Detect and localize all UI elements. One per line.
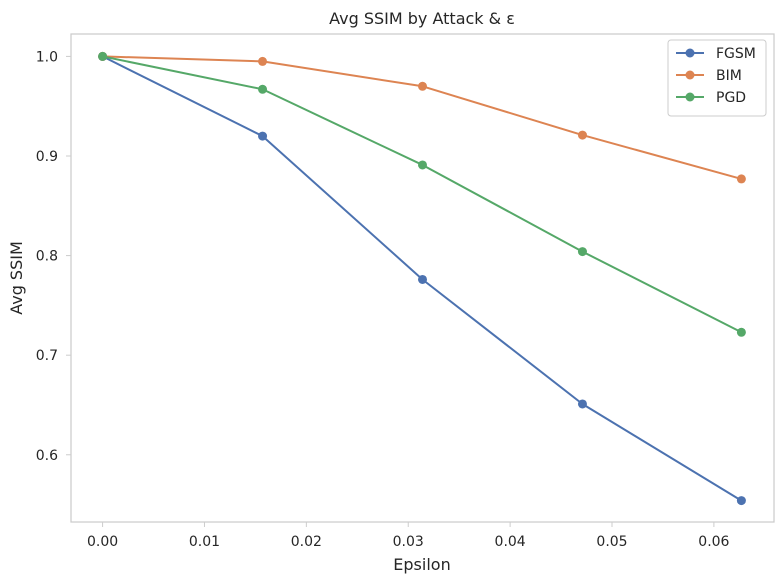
x-tick-label: 0.05 [596,534,627,550]
legend-label-pgd: PGD [716,90,746,106]
data-point-pgd [418,160,427,170]
x-tick-label: 0.03 [393,534,424,550]
legend-swatch-marker [685,48,695,58]
data-point-pgd [736,327,746,337]
legend: FGSM BIM PGD [667,39,767,117]
data-point-bim [418,81,427,91]
y-axis: 0.6 0.7 0.8 0.9 1.0 [36,49,71,464]
legend-swatch-marker [685,70,695,80]
legend-label-fgsm: FGSM [716,46,756,62]
data-point-bim [258,56,268,66]
y-tick-label: 0.7 [36,348,58,364]
x-tick-label: 0.02 [291,534,322,550]
y-axis-label: Avg SSIM [7,241,26,315]
series-line-pgd [101,55,743,334]
y-tick-label: 0.6 [36,448,58,464]
data-point-pgd [98,51,108,61]
x-tick-label: 0.00 [87,534,118,550]
data-point-fgsm [736,496,746,506]
data-point-pgd [577,247,587,257]
data-point-fgsm [418,274,427,284]
plot-area-frame [70,33,775,523]
legend-swatch-marker [685,92,695,102]
data-point-fgsm [258,131,268,141]
y-tick-label: 0.9 [36,149,58,165]
series-layer [98,51,746,506]
x-tick-label: 0.01 [189,534,220,550]
legend-label-bim: BIM [716,68,742,84]
chart-title: Avg SSIM by Attack & ε [329,9,515,28]
data-point-pgd [258,84,268,94]
y-tick-label: 0.8 [36,249,58,265]
y-tick-label: 1.0 [36,49,58,65]
data-point-bim [736,174,746,184]
data-point-bim [577,130,587,140]
x-axis-label: Epsilon [393,555,450,574]
x-tick-label: 0.06 [698,534,729,550]
x-tick-label: 0.04 [495,534,526,550]
data-point-fgsm [577,399,587,409]
x-axis: 0.00 0.01 0.02 0.03 0.04 0.05 0.06 [87,522,730,550]
